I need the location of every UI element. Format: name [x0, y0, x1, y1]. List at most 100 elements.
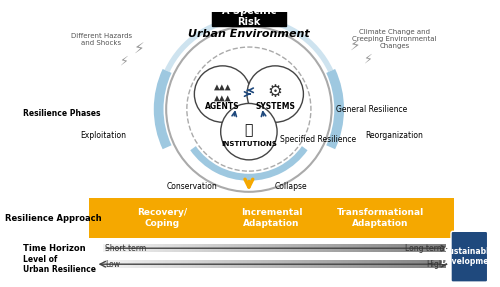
Bar [288, 245, 291, 252]
Text: ⚡: ⚡ [364, 53, 372, 66]
Bar [348, 245, 350, 252]
Bar [158, 260, 160, 268]
Bar [380, 245, 382, 252]
Bar [302, 245, 304, 252]
Bar [368, 260, 371, 268]
Text: AGENTS: AGENTS [206, 102, 240, 111]
Text: General Resilience: General Resilience [336, 104, 407, 114]
Bar [302, 260, 304, 268]
Text: Conservation: Conservation [167, 182, 218, 191]
Bar [202, 245, 204, 252]
Bar [421, 260, 424, 268]
Bar [252, 245, 254, 252]
Bar [416, 245, 419, 252]
Bar [124, 245, 126, 252]
Bar [252, 260, 254, 268]
Bar [135, 260, 138, 268]
Bar [236, 245, 238, 252]
Bar [204, 260, 206, 268]
Bar [332, 260, 334, 268]
Bar [122, 245, 124, 252]
Bar [156, 260, 158, 268]
Bar [122, 260, 124, 268]
Bar [424, 245, 426, 252]
Bar [162, 245, 165, 252]
Bar [248, 260, 250, 268]
Bar [140, 245, 142, 252]
Bar [334, 260, 336, 268]
Bar [430, 245, 432, 252]
Bar [296, 245, 298, 252]
Bar [314, 245, 316, 252]
Bar [226, 260, 229, 268]
Bar [339, 245, 341, 252]
Bar [108, 260, 110, 268]
Text: Low: Low [105, 260, 120, 269]
Bar [261, 260, 264, 268]
Bar [135, 245, 138, 252]
Bar [250, 245, 252, 252]
Bar [371, 260, 373, 268]
Bar [274, 260, 277, 268]
Bar [282, 245, 284, 252]
Bar [442, 245, 444, 252]
Bar [160, 260, 162, 268]
Bar [197, 260, 200, 268]
Bar [277, 260, 280, 268]
Bar [368, 245, 371, 252]
Bar [325, 260, 328, 268]
Bar [280, 245, 281, 252]
Bar [396, 260, 398, 268]
Bar [256, 245, 258, 252]
Bar [192, 260, 194, 268]
Bar [348, 260, 350, 268]
Bar [312, 260, 314, 268]
Bar [174, 260, 176, 268]
Bar [154, 260, 156, 268]
Bar [320, 260, 323, 268]
Bar [256, 260, 258, 268]
Bar [400, 260, 403, 268]
Bar [384, 260, 387, 268]
Bar [330, 245, 332, 252]
Bar [112, 260, 114, 268]
Bar [194, 260, 197, 268]
Bar [341, 260, 344, 268]
Bar [170, 260, 172, 268]
Bar [254, 245, 256, 252]
Bar [264, 260, 266, 268]
Bar [110, 260, 112, 268]
Bar [128, 260, 130, 268]
Bar [284, 260, 286, 268]
Bar [298, 245, 300, 252]
Bar [274, 245, 277, 252]
Bar [360, 245, 362, 252]
Bar [355, 260, 357, 268]
Bar [316, 245, 318, 252]
Bar [110, 245, 112, 252]
Bar [272, 260, 274, 268]
Bar [389, 245, 392, 252]
Bar [165, 260, 167, 268]
Bar [245, 260, 248, 268]
Bar [114, 260, 117, 268]
Text: Reorganization: Reorganization [366, 131, 424, 140]
Bar [435, 260, 437, 268]
Bar [142, 260, 144, 268]
Bar [181, 245, 183, 252]
Bar [240, 245, 242, 252]
Bar [224, 245, 226, 252]
Bar [280, 260, 281, 268]
Bar [346, 245, 348, 252]
Bar [242, 260, 245, 268]
Bar [108, 245, 110, 252]
Bar [268, 260, 270, 268]
Text: ▲▲▲
▲▲▲: ▲▲▲ ▲▲▲ [214, 82, 232, 103]
Bar [210, 245, 213, 252]
Bar [334, 245, 336, 252]
Bar [307, 245, 309, 252]
Bar [226, 245, 229, 252]
Bar [405, 245, 407, 252]
Bar [398, 245, 400, 252]
Bar [424, 260, 426, 268]
